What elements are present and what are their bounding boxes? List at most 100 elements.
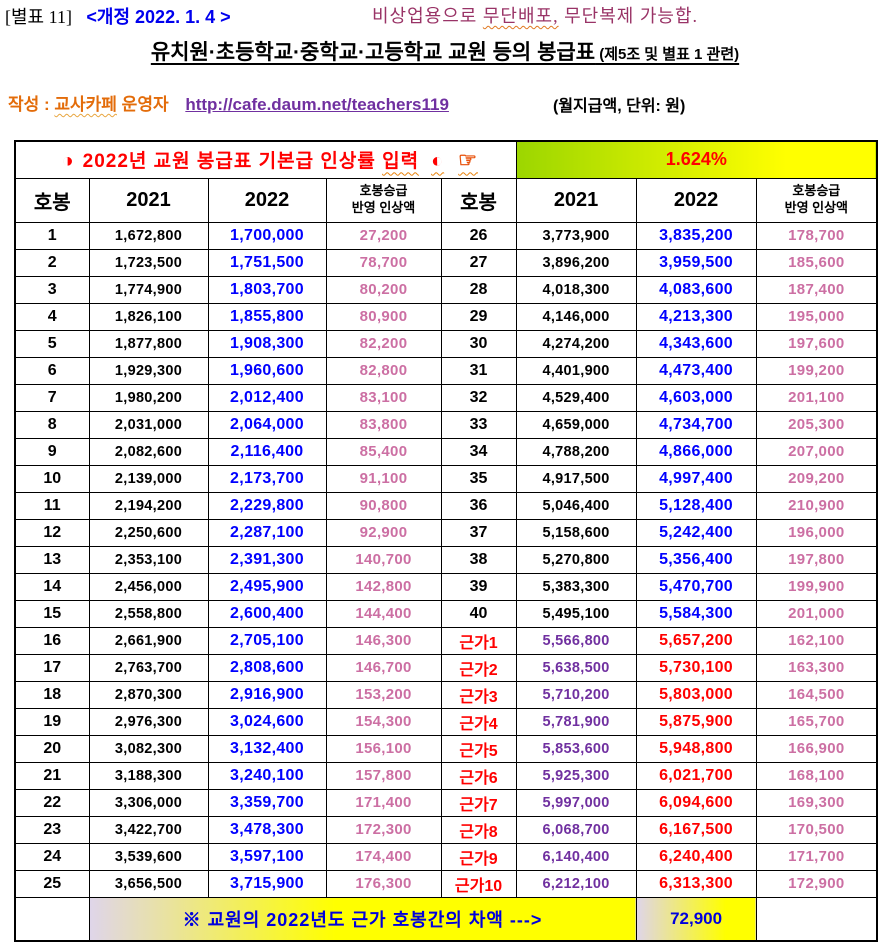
salary-2022-left: 2,173,700: [207, 464, 327, 493]
notice-text-pre: 비상업용으로: [372, 6, 483, 26]
grade-cell-right: 33: [440, 410, 517, 439]
salary-2022-right: 4,734,700: [635, 410, 757, 439]
table-row: 1 1,672,800 1,700,000 27,200 26 3,773,90…: [14, 221, 878, 250]
copyright-notice: 비상업용으로 무단배포, 무단복제 가능합.: [372, 2, 698, 28]
salary-2022-right: 5,242,400: [635, 518, 757, 547]
salary-2021-right: 5,925,300: [515, 761, 637, 790]
salary-2021-left: 1,980,200: [88, 383, 209, 412]
salary-2022-left: 1,803,700: [207, 275, 327, 304]
header-increase-line2: 반영 인상액: [351, 200, 416, 215]
grade-cell-left: 20: [14, 734, 90, 763]
notice-text-post: 무단복제 가능합.: [558, 6, 699, 26]
unit-note: (월지급액, 단위: 원): [553, 98, 686, 115]
salary-2022-right: 5,948,800: [635, 734, 757, 763]
salary-2021-right: 4,274,200: [515, 329, 637, 358]
footer-difference-message: ※ 교원의 2022년도 근가 호봉간의 차액 --->: [88, 896, 637, 942]
header-increase-line1: 호봉승급: [359, 183, 408, 199]
salary-2021-right: 4,788,200: [515, 437, 637, 466]
salary-2021-left: 2,082,600: [88, 437, 209, 466]
rate-label-text: 2022년 교원 봉급표 기본급 인상률: [82, 151, 376, 173]
salary-2021-right: 4,917,500: [515, 464, 637, 493]
grade-cell-left: 25: [14, 869, 90, 898]
footer-row: ※ 교원의 2022년도 근가 호봉간의 차액 ---> 72,900: [14, 896, 878, 942]
salary-2022-left: 2,808,600: [207, 653, 327, 682]
grade-cell-right: 근가6: [440, 761, 517, 790]
salary-2021-left: 3,306,000: [88, 788, 209, 817]
salary-2022-left: 3,359,700: [207, 788, 327, 817]
salary-2021-left: 2,250,600: [88, 518, 209, 547]
salary-2022-right: 5,470,700: [635, 572, 757, 601]
salary-2022-left: 1,908,300: [207, 329, 327, 358]
table-row: 15 2,558,800 2,600,400 144,400 40 5,495,…: [14, 599, 878, 628]
salary-2022-right: 6,240,400: [635, 842, 757, 871]
rate-value-cell[interactable]: 1.624%: [515, 140, 878, 179]
increase-left: 154,300: [325, 707, 442, 736]
salary-2022-right: 4,997,400: [635, 464, 757, 493]
grade-cell-left: 16: [14, 626, 90, 655]
column-header-row: 호봉 2021 2022 호봉승급 반영 인상액 호봉 2021 2022 호봉…: [14, 177, 878, 223]
grade-cell-right: 근가10: [440, 869, 517, 898]
salary-2022-right: 5,875,900: [635, 707, 757, 736]
rate-input-row: ◑ 2022년 교원 봉급표 기본급 인상률 입력 ◐ ☞ 1.624%: [14, 140, 878, 179]
grade-cell-left: 6: [14, 356, 90, 385]
grade-cell-right: 40: [440, 599, 517, 628]
increase-left: 174,400: [325, 842, 442, 871]
salary-2022-left: 1,751,500: [207, 248, 327, 277]
table-row: 12 2,250,600 2,287,100 92,900 37 5,158,6…: [14, 518, 878, 547]
salary-2021-right: 6,212,100: [515, 869, 637, 898]
grade-cell-left: 17: [14, 653, 90, 682]
salary-2021-right: 5,566,800: [515, 626, 637, 655]
salary-2021-left: 1,723,500: [88, 248, 209, 277]
grade-cell-left: 9: [14, 437, 90, 466]
table-row: 7 1,980,200 2,012,400 83,100 32 4,529,40…: [14, 383, 878, 412]
salary-2022-right: 6,021,700: [635, 761, 757, 790]
salary-2021-right: 4,018,300: [515, 275, 637, 304]
increase-right: 197,800: [755, 545, 878, 574]
salary-2021-left: 2,194,200: [88, 491, 209, 520]
salary-2022-right: 4,866,000: [635, 437, 757, 466]
author-label-post: 운영자: [116, 95, 169, 114]
increase-right: 201,000: [755, 599, 878, 628]
grade-cell-left: 21: [14, 761, 90, 790]
grade-cell-right: 근가8: [440, 815, 517, 844]
footer-empty-right: [755, 896, 878, 942]
salary-2022-left: 1,855,800: [207, 302, 327, 331]
increase-left: 82,200: [325, 329, 442, 358]
increase-right: 162,100: [755, 626, 878, 655]
grade-cell-right: 26: [440, 221, 517, 250]
increase-right: 170,500: [755, 815, 878, 844]
table-row: 8 2,031,000 2,064,000 83,800 33 4,659,00…: [14, 410, 878, 439]
grade-cell-left: 15: [14, 599, 90, 628]
salary-2022-right: 4,603,000: [635, 383, 757, 412]
salary-2022-right: 6,167,500: [635, 815, 757, 844]
salary-2021-right: 5,495,100: [515, 599, 637, 628]
grade-cell-left: 11: [14, 491, 90, 520]
salary-2022-right: 6,094,600: [635, 788, 757, 817]
pointing-hand-icon: ☞: [458, 149, 478, 173]
author-label-pre: 작성 :: [8, 95, 55, 114]
header-2022-left: 2022: [207, 177, 327, 223]
half-circle-right-icon: ◑: [61, 150, 75, 173]
salary-2021-left: 2,870,300: [88, 680, 209, 709]
salary-2021-left: 3,082,300: [88, 734, 209, 763]
salary-2022-left: 3,024,600: [207, 707, 327, 736]
header-2022-right: 2022: [635, 177, 757, 223]
salary-2021-right: 4,529,400: [515, 383, 637, 412]
table-row: 24 3,539,600 3,597,100 174,400 근가9 6,140…: [14, 842, 878, 871]
increase-left: 142,800: [325, 572, 442, 601]
increase-right: 165,700: [755, 707, 878, 736]
salary-2022-right: 4,343,600: [635, 329, 757, 358]
increase-left: 146,300: [325, 626, 442, 655]
cafe-url-link[interactable]: http://cafe.daum.net/teachers119: [185, 95, 449, 114]
rate-label-wavy-text: 입력: [382, 151, 420, 173]
salary-2021-right: 3,773,900: [515, 221, 637, 250]
salary-2021-right: 5,710,200: [515, 680, 637, 709]
increase-right: 196,000: [755, 518, 878, 547]
increase-left: 153,200: [325, 680, 442, 709]
grade-cell-right: 30: [440, 329, 517, 358]
salary-2021-left: 2,139,000: [88, 464, 209, 493]
salary-2021-left: 3,188,300: [88, 761, 209, 790]
salary-2022-left: 2,116,400: [207, 437, 327, 466]
header-increase-line2: 반영 인상액: [784, 200, 849, 215]
